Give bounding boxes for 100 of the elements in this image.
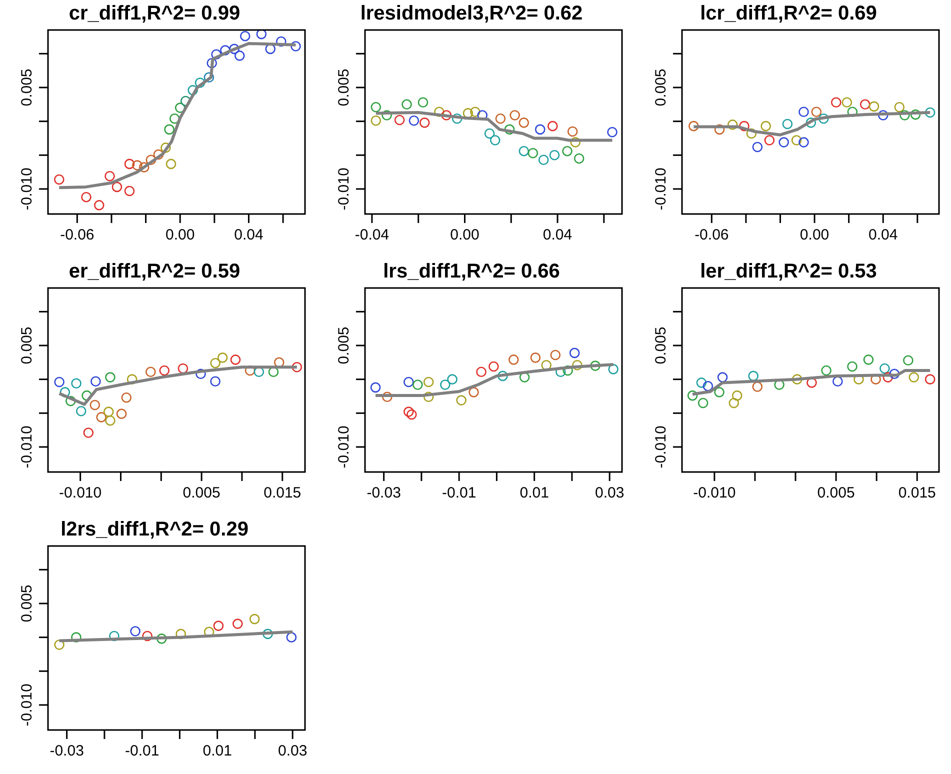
x-tick-label: 0.04 (542, 226, 572, 244)
point (570, 137, 581, 148)
point (752, 382, 763, 392)
point (607, 126, 618, 138)
x-tick-label: 0.005 (817, 484, 855, 502)
x-tick-label: 0.00 (166, 226, 195, 244)
point (423, 376, 434, 388)
point (116, 408, 127, 419)
point (608, 364, 618, 374)
point (530, 352, 541, 363)
point (696, 378, 707, 388)
x-tick-label: -0.03 (366, 484, 401, 502)
point (510, 110, 520, 120)
point (687, 390, 698, 401)
point (286, 632, 297, 642)
point (832, 376, 843, 387)
point (746, 128, 757, 139)
chart-title: er_diff1,R^2= 0.59 (68, 260, 240, 283)
point (488, 361, 499, 372)
point (178, 363, 188, 374)
point (732, 390, 742, 401)
point (842, 97, 852, 108)
point (908, 372, 920, 382)
point (121, 392, 132, 403)
point (232, 618, 243, 629)
point (370, 115, 382, 126)
point (821, 365, 832, 376)
x-tick-label: 0.03 (278, 742, 308, 760)
point (213, 620, 224, 631)
point (508, 354, 519, 365)
point (96, 412, 106, 422)
point (156, 634, 167, 644)
point (124, 158, 135, 170)
point (404, 406, 414, 417)
point (60, 387, 70, 398)
point (728, 398, 740, 408)
x-tick-label: 0.04 (868, 226, 898, 244)
point (240, 30, 250, 42)
point (256, 30, 267, 40)
point (145, 366, 156, 378)
point (798, 106, 809, 118)
y-tick-label: 0.005 (18, 584, 36, 622)
point (71, 632, 82, 642)
chart-title: l2rs_diff1,R^2= 0.29 (60, 518, 248, 541)
y-tick-label: -0.010 (652, 168, 670, 210)
point (76, 406, 86, 416)
point (142, 630, 152, 642)
point (484, 128, 495, 139)
point (382, 392, 392, 402)
point (504, 124, 515, 135)
point (71, 378, 82, 389)
point (549, 150, 560, 160)
point (90, 400, 100, 410)
point (262, 628, 273, 640)
point (394, 114, 405, 126)
point (562, 146, 572, 156)
point (434, 106, 444, 118)
point (567, 126, 578, 137)
point (408, 115, 420, 126)
point (764, 135, 775, 146)
point (234, 50, 245, 61)
point (447, 374, 458, 384)
point (441, 110, 452, 120)
point (863, 354, 874, 365)
point (412, 380, 423, 390)
point (702, 380, 714, 392)
point (462, 108, 474, 118)
point (83, 428, 94, 438)
point (176, 628, 186, 640)
point (714, 124, 725, 135)
point (528, 148, 538, 158)
y-tick-label: 0.005 (18, 68, 36, 106)
point (419, 118, 430, 128)
point (868, 101, 880, 112)
point (164, 124, 174, 135)
point (54, 376, 64, 388)
y-tick-label: 0.005 (336, 326, 353, 364)
point (206, 58, 217, 68)
y-tick-label: 0.005 (336, 68, 353, 106)
x-tick-label: 0.00 (450, 226, 480, 244)
point (160, 142, 171, 153)
point (924, 107, 936, 118)
x-tick-label: -0.06 (60, 226, 94, 244)
chart-title: ler_diff1,R^2= 0.53 (700, 260, 877, 283)
point (476, 366, 486, 378)
point (196, 368, 206, 380)
point (498, 370, 508, 382)
point (204, 72, 214, 83)
point (574, 153, 584, 164)
point (860, 99, 870, 110)
chart-title: cr_diff1,R^2= 0.99 (68, 2, 240, 25)
point (910, 109, 921, 120)
y-tick-label: 0.005 (18, 326, 36, 364)
point (452, 113, 462, 124)
point (169, 113, 180, 124)
point (534, 124, 546, 135)
point (382, 110, 392, 120)
chart-title: lrs_diff1,R^2= 0.66 (383, 260, 560, 283)
point (717, 372, 728, 382)
point (90, 376, 101, 387)
